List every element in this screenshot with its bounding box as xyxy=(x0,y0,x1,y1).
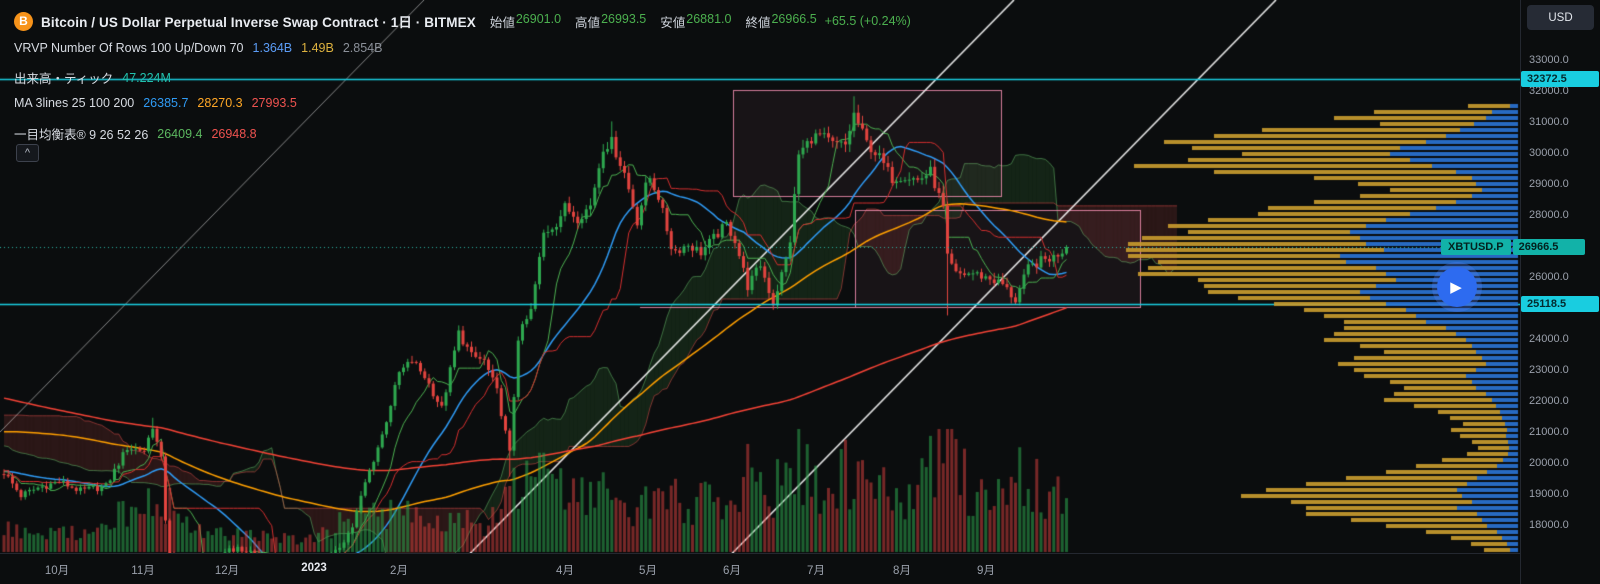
indicator-row-volume[interactable]: 出来高・ティック 47.224M xyxy=(14,70,171,87)
time-axis-label: 9月 xyxy=(977,565,995,577)
indicator-value: 26948.8 xyxy=(211,126,257,141)
price-axis-label: 26000.0 xyxy=(1529,271,1569,283)
indicator-value: 27993.5 xyxy=(251,96,297,110)
price-axis[interactable]: 33000.0 32000.0 31000.0 30000.0 29000.0 28000… xyxy=(1520,0,1600,584)
bitcoin-logo-icon: B xyxy=(14,11,33,31)
time-axis-label: 7月 xyxy=(807,565,825,577)
indicator-value: 1.364B xyxy=(252,41,293,55)
indicator-value: 26409.4 xyxy=(157,126,203,141)
indicator-row-ichimoku[interactable]: 一目均衡表® 9 26 52 26 26409.4 26948.8 xyxy=(14,126,257,143)
indicator-value: 2.854B xyxy=(342,41,383,55)
time-axis-label: 10月 xyxy=(44,565,70,577)
symbol-title-row[interactable]: B Bitcoin / US Dollar Perpetual Inverse … xyxy=(14,11,911,31)
indicator-value: 28270.3 xyxy=(197,96,243,110)
replay-play-button[interactable]: ▶ xyxy=(1437,267,1477,307)
indicator-row-ma[interactable]: MA 3lines 25 100 200 26385.7 28270.3 279… xyxy=(14,96,297,110)
last-price-value: 26966.5 xyxy=(1512,239,1585,255)
price-axis-label: 24000.0 xyxy=(1529,333,1569,345)
time-axis-label: 11月 xyxy=(131,565,155,577)
symbol-title[interactable]: Bitcoin / US Dollar Perpetual Inverse Sw… xyxy=(41,15,476,30)
ohlc-open: 始値 26901.0 xyxy=(489,11,562,30)
legend-collapse-button[interactable]: ^ xyxy=(16,144,39,162)
chevron-up-icon: ^ xyxy=(24,146,31,159)
time-axis-label: 5月 xyxy=(639,565,657,577)
price-axis-label: 29000.0 xyxy=(1529,178,1569,190)
time-axis[interactable]: 10月 11月 12月 2023 2月 4月 5月 6月 7月 8月 9月 xyxy=(0,553,1520,584)
ohlc-high: 高値 26993.5 xyxy=(575,11,647,30)
price-axis-label: 28000.0 xyxy=(1529,209,1569,221)
time-axis-label: 8月 xyxy=(893,565,911,577)
ohlc-low: 安値 26881.0 xyxy=(660,11,732,30)
indicator-row-vrvp[interactable]: VRVP Number Of Rows 100 Up/Down 70 1.364… xyxy=(14,41,383,55)
ohlc-close: 終値 26966.5 xyxy=(745,11,817,30)
price-axis-label: 32000.0 xyxy=(1529,85,1569,97)
price-axis-label: 22000.0 xyxy=(1529,395,1569,407)
time-axis-label: 2月 xyxy=(390,565,408,577)
price-axis-label: 21000.0 xyxy=(1529,426,1569,438)
price-level-tag-upper: 32372.5 xyxy=(1521,71,1599,87)
price-axis-label: 30000.0 xyxy=(1529,147,1569,159)
indicator-value: 26385.7 xyxy=(143,96,189,110)
price-axis-label: 31000.0 xyxy=(1529,116,1569,128)
play-icon: ▶ xyxy=(1450,279,1462,296)
time-axis-label: 6月 xyxy=(723,565,741,577)
price-axis-label: 33000.0 xyxy=(1529,54,1569,66)
time-axis-label: 12月 xyxy=(214,565,240,577)
price-level-tag-lower: 25118.5 xyxy=(1521,296,1599,312)
price-axis-label: 23000.0 xyxy=(1529,364,1569,376)
time-axis-label: 4月 xyxy=(556,565,574,577)
price-axis-label: 20000.0 xyxy=(1529,457,1569,469)
indicator-value: 1.49B xyxy=(301,41,334,55)
indicator-value: 47.224M xyxy=(122,70,171,85)
price-change: +65.5 (+0.24%) xyxy=(824,14,911,28)
currency-unit-button[interactable]: USD xyxy=(1527,5,1594,30)
symbol-label: XBTUSD.P xyxy=(1441,239,1511,255)
price-axis-label: 18000.0 xyxy=(1529,519,1569,531)
last-price-tag: XBTUSD.P 26966.5 xyxy=(1441,239,1585,255)
time-axis-label: 2023 xyxy=(301,562,327,574)
price-axis-label: 19000.0 xyxy=(1529,488,1569,500)
